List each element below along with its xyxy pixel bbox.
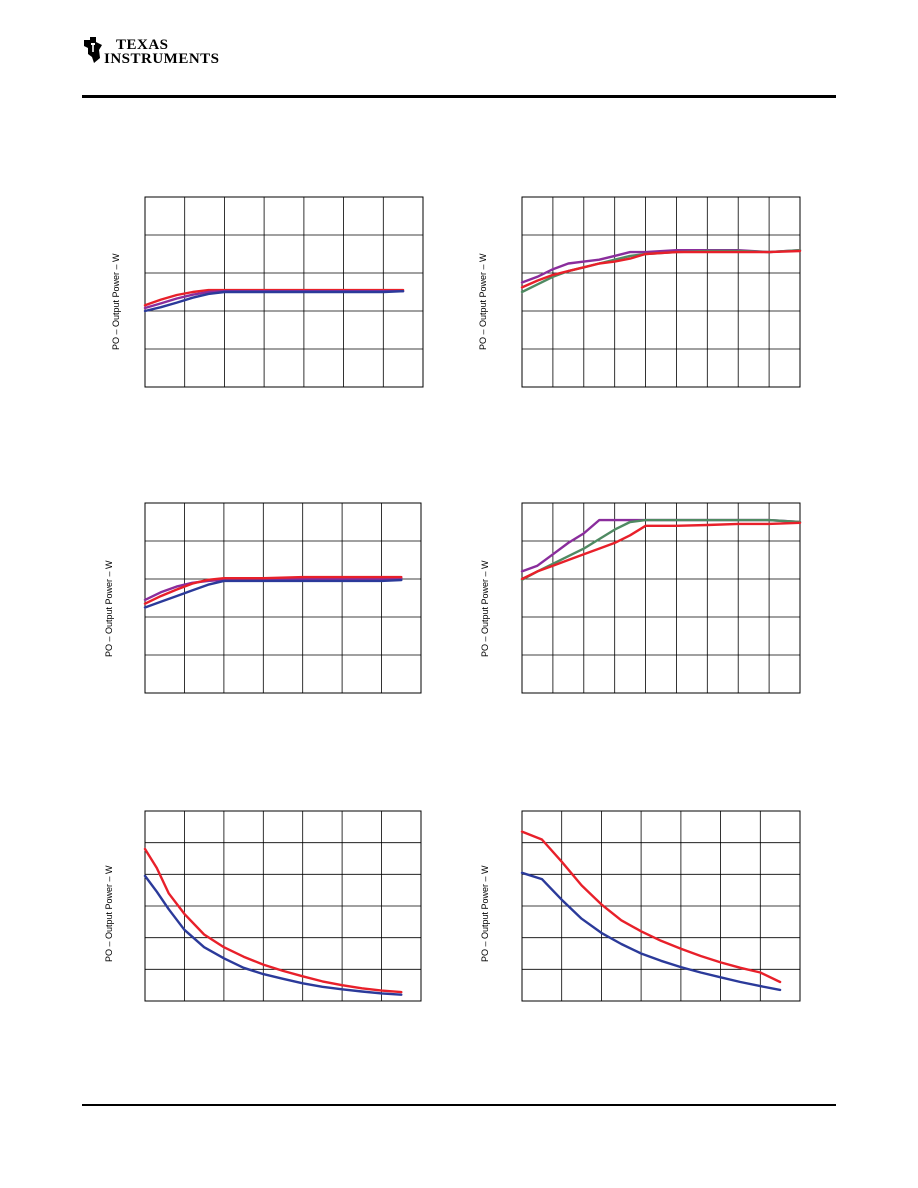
chart-6-series-2-blue <box>520 871 782 992</box>
chart-3-ylabel: PO – Output Power – W <box>104 560 114 657</box>
chart-3-frame <box>144 502 422 694</box>
chart-4-frame <box>521 502 801 694</box>
chart-5-frame <box>144 810 422 1002</box>
chart-2-ylabel: PO – Output Power – W <box>478 253 488 350</box>
chart-6-svg <box>520 810 801 1002</box>
chart-5-ylabel: PO – Output Power – W <box>104 865 114 962</box>
chart-3-svg <box>143 502 422 694</box>
footer-rule <box>82 1104 836 1106</box>
chart-2-series-1-purple <box>520 249 802 284</box>
chart-4-series-3-red <box>520 521 802 581</box>
chart-5-series-1-red <box>143 847 403 994</box>
chart-5-grid <box>145 811 421 1001</box>
chart-4-svg <box>520 502 802 694</box>
chart-2-grid <box>522 197 800 387</box>
chart-6-frame <box>521 810 801 1002</box>
chart-2-frame <box>521 196 801 388</box>
chart-2-svg <box>520 196 802 388</box>
chart-5-series-2-blue <box>143 874 403 996</box>
chart-panel-2 <box>520 196 802 388</box>
chart-panel-3 <box>143 502 422 694</box>
chart-3-series-3-blue <box>143 578 403 609</box>
logo-text-line1: TEXAS <box>116 37 169 53</box>
chart-4-ylabel: PO – Output Power – W <box>480 560 490 657</box>
chart-1-svg <box>143 196 424 388</box>
chart-panel-5 <box>143 810 422 1002</box>
chart-6-ylabel: PO – Output Power – W <box>480 865 490 962</box>
chart-panel-4 <box>520 502 802 694</box>
ti-logo: TEXAS INSTRUMENTS <box>82 36 219 76</box>
chart-4-series-2-green <box>520 518 802 582</box>
chart-3-grid <box>145 503 421 693</box>
chart-4-series-1-purple <box>520 518 802 573</box>
chart-panel-1 <box>143 196 424 388</box>
chart-4-grid <box>522 503 800 693</box>
chart-1-ylabel: PO – Output Power – W <box>111 253 121 350</box>
chart-3-series-2-red <box>143 575 403 605</box>
chart-6-grid <box>522 811 800 1001</box>
chart-2-series-3-red <box>520 249 802 289</box>
ti-state-icon <box>84 37 102 63</box>
chart-1-series-3-blue <box>143 289 405 313</box>
header-rule <box>82 95 836 98</box>
chart-panel-6 <box>520 810 801 1002</box>
chart-5-svg <box>143 810 422 1002</box>
chart-1-frame <box>144 196 424 388</box>
chart-6-series-1-red <box>520 830 782 984</box>
logo-text-line2: INSTRUMENTS <box>104 51 220 67</box>
